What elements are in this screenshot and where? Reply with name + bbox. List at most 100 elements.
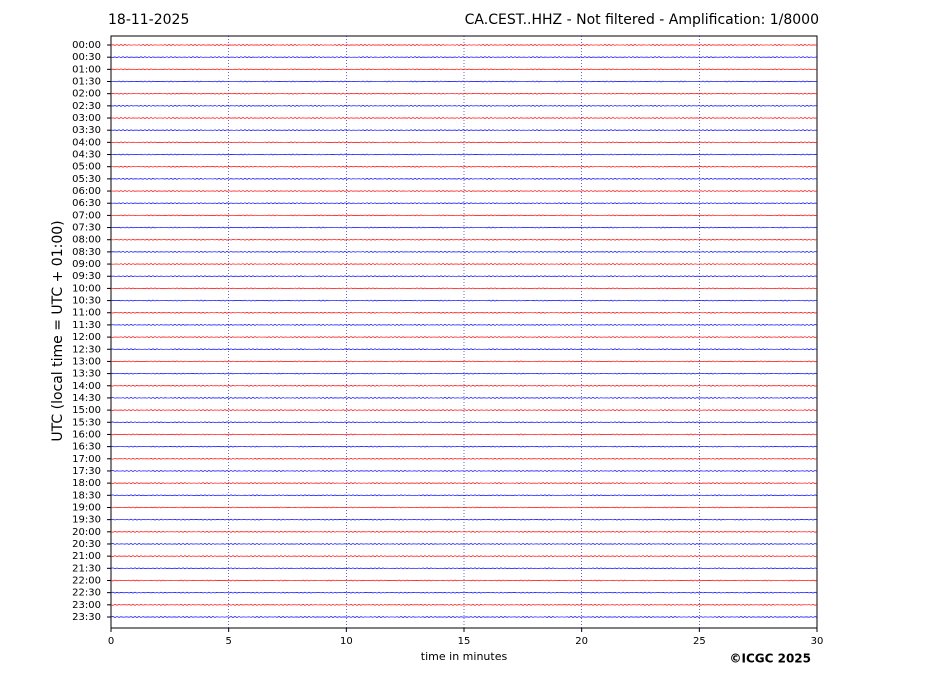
trace [110,543,818,545]
y-tick-label: 09:00 [72,259,101,270]
x-tick-label: 25 [693,636,706,647]
y-tick-label: 00:30 [72,52,101,63]
trace [110,226,818,229]
trace [110,275,818,278]
y-tick-label: 02:30 [72,101,101,112]
y-tick-label: 19:30 [72,515,101,526]
y-tick-label: 01:30 [72,77,101,88]
y-tick-label: 22:30 [72,588,101,599]
trace [110,567,818,570]
y-tick-label: 14:30 [72,393,101,404]
y-tick-label: 17:00 [72,454,101,465]
y-tick-label: 16:30 [72,442,101,453]
trace [110,68,818,71]
trace [110,348,818,351]
y-tick-label: 22:00 [72,575,101,586]
trace [110,494,818,497]
y-tick-label: 06:30 [72,198,101,209]
trace [110,457,818,460]
y-tick-label: 10:00 [72,283,101,294]
y-tick-label: 07:30 [72,223,101,234]
y-tick-label: 07:00 [72,210,101,221]
trace [110,433,818,436]
y-tick-label: 09:30 [72,271,101,282]
trace [110,530,818,533]
trace [110,214,818,217]
y-tick-label: 02:00 [72,89,101,100]
x-tick-label: 0 [108,636,114,647]
trace [110,324,818,326]
y-tick-label: 12:00 [72,332,101,343]
x-tick-label: 10 [340,636,353,647]
y-tick-label: 23:30 [72,612,101,623]
trace [110,409,818,412]
y-tick-label: 14:00 [72,381,101,392]
y-tick-label: 05:30 [72,174,101,185]
x-tick-label: 15 [458,636,471,647]
y-tick-label: 06:00 [72,186,101,197]
trace [110,506,818,509]
y-tick-label: 03:30 [72,125,101,136]
trace [110,482,818,485]
y-tick-label: 13:30 [72,369,101,380]
y-tick-label: 00:00 [72,40,101,51]
chart-subtitle: CA.CEST..HHZ - Not filtered - Amplificat… [465,12,819,28]
x-axis-label: time in minutes [421,650,508,663]
trace [110,202,818,205]
y-tick-label: 15:30 [72,417,101,428]
y-tick-label: 18:30 [72,490,101,501]
y-tick-label: 15:00 [72,405,101,416]
trace [110,470,818,472]
x-tick-label: 5 [225,636,231,647]
y-tick-label: 11:30 [72,320,101,331]
y-tick-label: 21:00 [72,551,101,562]
y-tick-label: 23:00 [72,600,101,611]
y-tick-label: 18:00 [72,478,101,489]
trace [110,384,818,387]
trace [110,287,818,290]
y-tick-label: 21:30 [72,563,101,574]
trace [110,56,818,59]
trace [110,616,818,618]
trace [110,336,818,338]
trace [110,518,818,521]
trace [110,129,818,132]
trace [110,141,818,144]
y-tick-label: 03:00 [72,113,101,124]
x-tick-label: 30 [811,636,824,647]
plot-frame [110,35,818,629]
credit: ©ICGC 2025 [729,652,811,666]
trace [110,263,818,265]
trace [110,421,818,424]
y-tick-label: 05:00 [72,162,101,173]
trace [110,80,818,83]
y-tick-label: 04:00 [72,137,101,148]
trace [110,360,818,363]
y-tick-label: 20:00 [72,527,101,538]
trace [110,177,818,180]
y-tick-label: 19:00 [72,502,101,513]
trace [110,299,818,302]
y-tick-label: 08:00 [72,235,101,246]
y-tick-label: 11:00 [72,308,101,319]
y-tick-label: 01:00 [72,64,101,75]
trace [110,591,818,594]
trace [110,250,818,253]
trace [110,445,818,448]
trace [110,603,818,606]
trace [110,104,818,107]
y-tick-label: 04:30 [72,150,101,161]
trace [110,579,818,582]
trace [110,238,818,241]
y-tick-label: 08:30 [72,247,101,258]
y-tick-label: 13:00 [72,356,101,367]
trace [110,92,818,95]
trace [110,190,818,192]
y-tick-label: 16:00 [72,429,101,440]
trace [110,372,818,375]
trace [110,117,818,119]
y-tick-label: 10:30 [72,296,101,307]
x-tick-label: 20 [575,636,588,647]
trace [110,555,818,558]
